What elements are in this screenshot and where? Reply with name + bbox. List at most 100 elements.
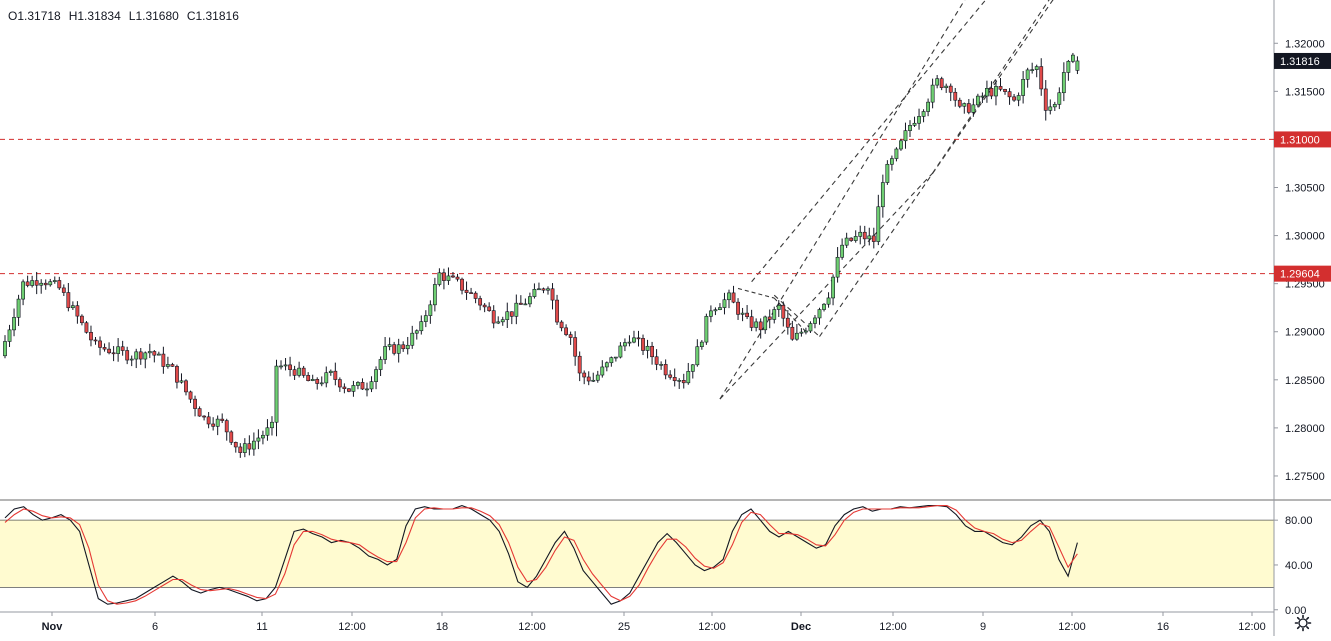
candle[interactable] xyxy=(274,359,279,437)
candle[interactable] xyxy=(677,378,682,389)
candle[interactable] xyxy=(170,362,175,367)
candle[interactable] xyxy=(478,295,483,311)
candle[interactable] xyxy=(632,330,636,344)
candle[interactable] xyxy=(668,370,673,380)
candle[interactable] xyxy=(374,366,378,390)
candle[interactable] xyxy=(867,227,872,246)
candle[interactable] xyxy=(871,227,876,249)
candle[interactable] xyxy=(215,415,220,436)
candle[interactable] xyxy=(785,310,790,335)
candle[interactable] xyxy=(125,346,130,365)
candle[interactable] xyxy=(582,370,587,385)
candle[interactable] xyxy=(822,303,826,312)
candle[interactable] xyxy=(727,289,731,309)
level-price-tag[interactable] xyxy=(1274,265,1331,282)
candle[interactable] xyxy=(758,318,763,339)
candle[interactable] xyxy=(138,347,143,365)
candle[interactable] xyxy=(971,98,976,117)
candle[interactable] xyxy=(446,267,451,285)
candle[interactable] xyxy=(21,279,26,306)
candle[interactable] xyxy=(849,237,854,242)
candle[interactable] xyxy=(500,316,505,326)
candle[interactable] xyxy=(604,361,609,372)
candle[interactable] xyxy=(745,305,750,320)
candle[interactable] xyxy=(627,335,632,347)
channel-line[interactable] xyxy=(773,294,820,337)
candle[interactable] xyxy=(586,371,591,386)
candle[interactable] xyxy=(921,109,926,123)
candle[interactable] xyxy=(346,388,351,393)
candle[interactable] xyxy=(776,300,781,317)
candle[interactable] xyxy=(211,417,216,431)
candle[interactable] xyxy=(1016,92,1021,107)
candle[interactable] xyxy=(328,369,333,376)
candle[interactable] xyxy=(704,313,709,345)
candle[interactable] xyxy=(618,342,623,359)
candle[interactable] xyxy=(1007,88,1012,105)
candle[interactable] xyxy=(804,327,808,335)
candle[interactable] xyxy=(736,298,740,320)
candle[interactable] xyxy=(926,98,931,117)
candle[interactable] xyxy=(939,76,944,91)
candle[interactable] xyxy=(1003,88,1007,95)
candle[interactable] xyxy=(75,301,80,324)
candle[interactable] xyxy=(184,379,188,396)
candle[interactable] xyxy=(102,343,107,352)
candle[interactable] xyxy=(333,362,338,386)
candle[interactable] xyxy=(595,370,600,383)
channel-line[interactable] xyxy=(719,0,982,400)
candle[interactable] xyxy=(527,292,532,308)
candle[interactable] xyxy=(460,277,464,295)
candle[interactable] xyxy=(559,320,564,332)
candle[interactable] xyxy=(306,372,311,382)
candle[interactable] xyxy=(568,331,573,345)
candle[interactable] xyxy=(654,349,659,371)
candle[interactable] xyxy=(636,330,641,347)
candle[interactable] xyxy=(337,377,342,392)
candle[interactable] xyxy=(767,309,772,329)
candle[interactable] xyxy=(695,339,700,367)
candle[interactable] xyxy=(699,340,704,350)
candle[interactable] xyxy=(899,138,903,151)
candle[interactable] xyxy=(292,365,297,380)
candle[interactable] xyxy=(220,413,225,424)
candle[interactable] xyxy=(52,276,57,284)
candle[interactable] xyxy=(957,97,962,109)
candle[interactable] xyxy=(781,301,786,327)
candle[interactable] xyxy=(903,122,908,149)
candle[interactable] xyxy=(1066,59,1071,81)
candle[interactable] xyxy=(152,350,157,363)
candle[interactable] xyxy=(197,406,202,417)
candle[interactable] xyxy=(80,314,84,326)
candle[interactable] xyxy=(283,358,288,371)
candle[interactable] xyxy=(799,328,804,337)
candle[interactable] xyxy=(550,283,555,310)
candle[interactable] xyxy=(889,155,894,171)
candle[interactable] xyxy=(179,373,184,384)
candle[interactable] xyxy=(3,335,7,359)
candle[interactable] xyxy=(1021,71,1026,104)
candle[interactable] xyxy=(297,361,302,378)
candle[interactable] xyxy=(1025,67,1030,88)
candle[interactable] xyxy=(469,287,473,294)
candle[interactable] xyxy=(261,430,265,445)
candle[interactable] xyxy=(437,268,442,287)
candle[interactable] xyxy=(835,247,840,283)
channel-line[interactable] xyxy=(751,0,1010,283)
candle[interactable] xyxy=(541,287,546,294)
candle[interactable] xyxy=(310,374,315,382)
candle[interactable] xyxy=(623,338,627,352)
candle[interactable] xyxy=(772,306,777,324)
candle[interactable] xyxy=(641,334,645,356)
candle[interactable] xyxy=(518,295,523,305)
candle[interactable] xyxy=(609,356,614,367)
candle[interactable] xyxy=(994,79,998,106)
candle[interactable] xyxy=(980,92,985,104)
candle[interactable] xyxy=(600,360,605,378)
candle[interactable] xyxy=(876,194,881,246)
candle[interactable] xyxy=(840,238,845,260)
candle[interactable] xyxy=(731,285,736,304)
candle[interactable] xyxy=(324,366,329,388)
